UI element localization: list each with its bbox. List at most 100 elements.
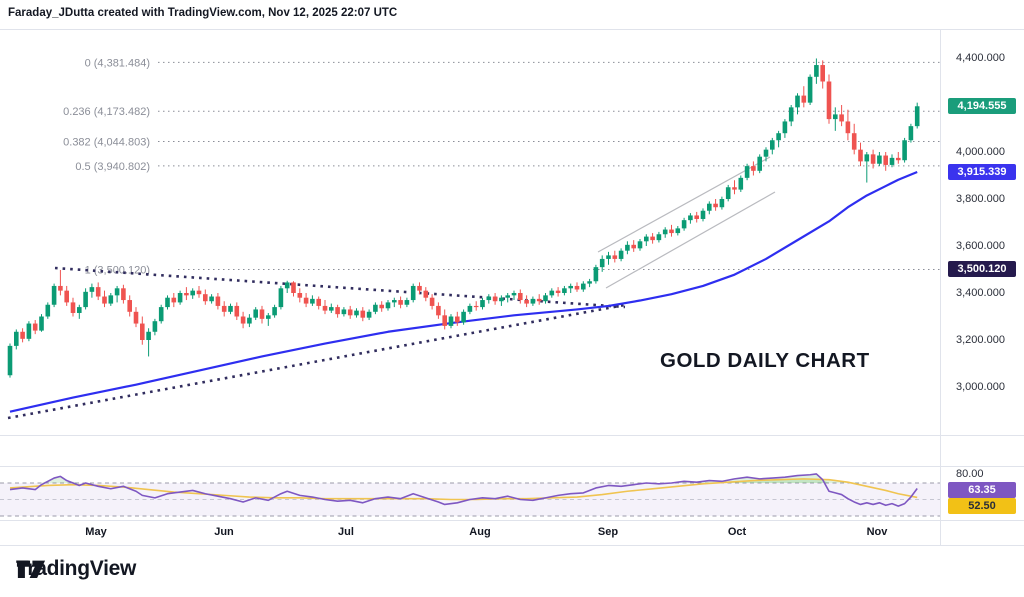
rsi-overbought-fill — [10, 473, 918, 483]
candle-body — [26, 323, 32, 339]
candle-body — [215, 296, 221, 306]
candle-body — [158, 307, 164, 322]
candle-body — [228, 305, 233, 312]
candle-body — [851, 133, 857, 150]
separator-main-bottom — [0, 435, 1024, 436]
candle-body — [32, 323, 38, 331]
candle-body — [95, 287, 101, 297]
candle-body — [278, 288, 284, 308]
candle-body — [744, 166, 750, 178]
candle-body — [593, 267, 599, 282]
moving-average-line[interactable] — [9, 170, 918, 413]
candle-body — [322, 305, 328, 311]
candle-body — [757, 156, 762, 171]
candle-body — [354, 310, 359, 316]
candle-body — [511, 293, 517, 296]
fib-level-label: 1 (3,500.120) — [85, 264, 150, 276]
price-chart-canvas[interactable]: 0 (4,381.484) 0.236 (4,173.482) 0.382 (4,0… — [0, 25, 940, 450]
candle-body — [360, 310, 366, 318]
price-tick: 3,200.000 — [956, 334, 1005, 346]
candle-body — [51, 285, 57, 305]
rsi-panel-canvas[interactable] — [0, 458, 940, 520]
candle-body — [776, 133, 781, 141]
candle-body — [908, 126, 914, 141]
wedge-trendline[interactable] — [7, 303, 626, 420]
candle-body — [631, 244, 636, 249]
month-label-jul: Jul — [338, 526, 354, 538]
candle-body — [473, 305, 479, 308]
candle-body — [675, 228, 681, 234]
candle-body — [329, 307, 334, 311]
candle-body — [133, 311, 139, 324]
candle-body — [889, 157, 895, 165]
candle-body — [14, 331, 19, 346]
candle-body — [303, 297, 309, 304]
candle-body — [108, 295, 114, 304]
candle-body — [599, 258, 605, 268]
candle-body — [190, 290, 195, 296]
candle-body — [316, 298, 321, 306]
candle-body — [127, 300, 132, 312]
rsi-ma-value-badge: 52.50 — [948, 498, 1016, 514]
candle-body — [184, 293, 189, 296]
candle-body — [83, 291, 88, 308]
ma-price-badge: 3,915.339 — [948, 163, 1016, 180]
candle-body — [725, 187, 731, 199]
candle-body — [536, 298, 542, 302]
time-scale[interactable]: May Jun Jul Aug Sep Oct Nov — [0, 522, 940, 544]
candle-body — [549, 290, 555, 296]
tradingview-logo-link[interactable]: TradingView — [16, 557, 136, 581]
candle-body — [612, 255, 618, 259]
candle-body — [417, 285, 422, 291]
candle-body — [587, 281, 592, 284]
channel-trendline[interactable] — [597, 156, 771, 253]
month-label-may: May — [85, 526, 107, 538]
candle-body — [259, 309, 265, 319]
fib-level-label: 0.5 (3,940.802) — [75, 161, 150, 173]
candle-body — [700, 210, 706, 219]
month-label-nov: Nov — [866, 526, 888, 538]
candle-body — [297, 293, 303, 298]
candle-body — [530, 298, 536, 304]
candle-body — [467, 305, 473, 312]
channel-trendline[interactable] — [605, 191, 776, 289]
chart-credit: Faraday_JDutta created with TradingView.… — [8, 7, 398, 19]
candle-body — [7, 345, 13, 376]
rsi-ma-line[interactable] — [9, 478, 918, 501]
candle-body — [568, 285, 573, 289]
separator-rsi-top[interactable] — [0, 466, 1024, 467]
candle-body — [45, 304, 51, 317]
candle-body — [291, 282, 296, 293]
candle-body — [499, 297, 504, 302]
candle-body — [152, 321, 158, 332]
candle-body — [404, 300, 410, 305]
month-label-jun: Jun — [214, 526, 234, 538]
candle-body — [385, 302, 391, 309]
candle-body — [788, 107, 794, 122]
candle-body — [177, 293, 183, 303]
candle-body — [845, 121, 851, 134]
candle-body — [253, 309, 258, 318]
candle-body — [713, 203, 718, 208]
tradingview-icon — [16, 560, 46, 578]
candle-body — [669, 229, 674, 234]
tradingview-logo-text: TradingView — [16, 557, 137, 580]
candle-body — [64, 290, 69, 303]
price-scale[interactable]: 4,400.000 4,000.000 3,800.000 3,600.000 3,40… — [940, 25, 1024, 520]
candle-body — [266, 315, 271, 319]
candle-body — [221, 305, 227, 312]
candle-body — [864, 154, 870, 162]
rsi-value-badge: 63.35 — [948, 482, 1016, 498]
rsi-line[interactable] — [9, 473, 918, 507]
candle-body — [719, 199, 725, 208]
candle-body — [20, 331, 25, 339]
candle-body — [801, 95, 807, 103]
candle-body — [770, 140, 775, 150]
candle-body — [763, 149, 769, 157]
candle-body — [562, 288, 567, 293]
candle-body — [606, 255, 611, 259]
separator-rsi-bottom[interactable] — [0, 520, 1024, 521]
last-price-badge: 4,194.555 — [948, 98, 1016, 115]
candle-body — [442, 315, 447, 326]
candle-body — [247, 317, 252, 324]
